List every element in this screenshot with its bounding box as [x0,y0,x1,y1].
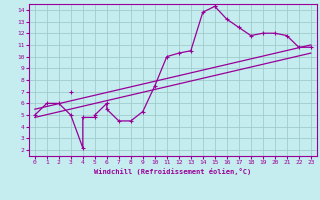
X-axis label: Windchill (Refroidissement éolien,°C): Windchill (Refroidissement éolien,°C) [94,168,252,175]
